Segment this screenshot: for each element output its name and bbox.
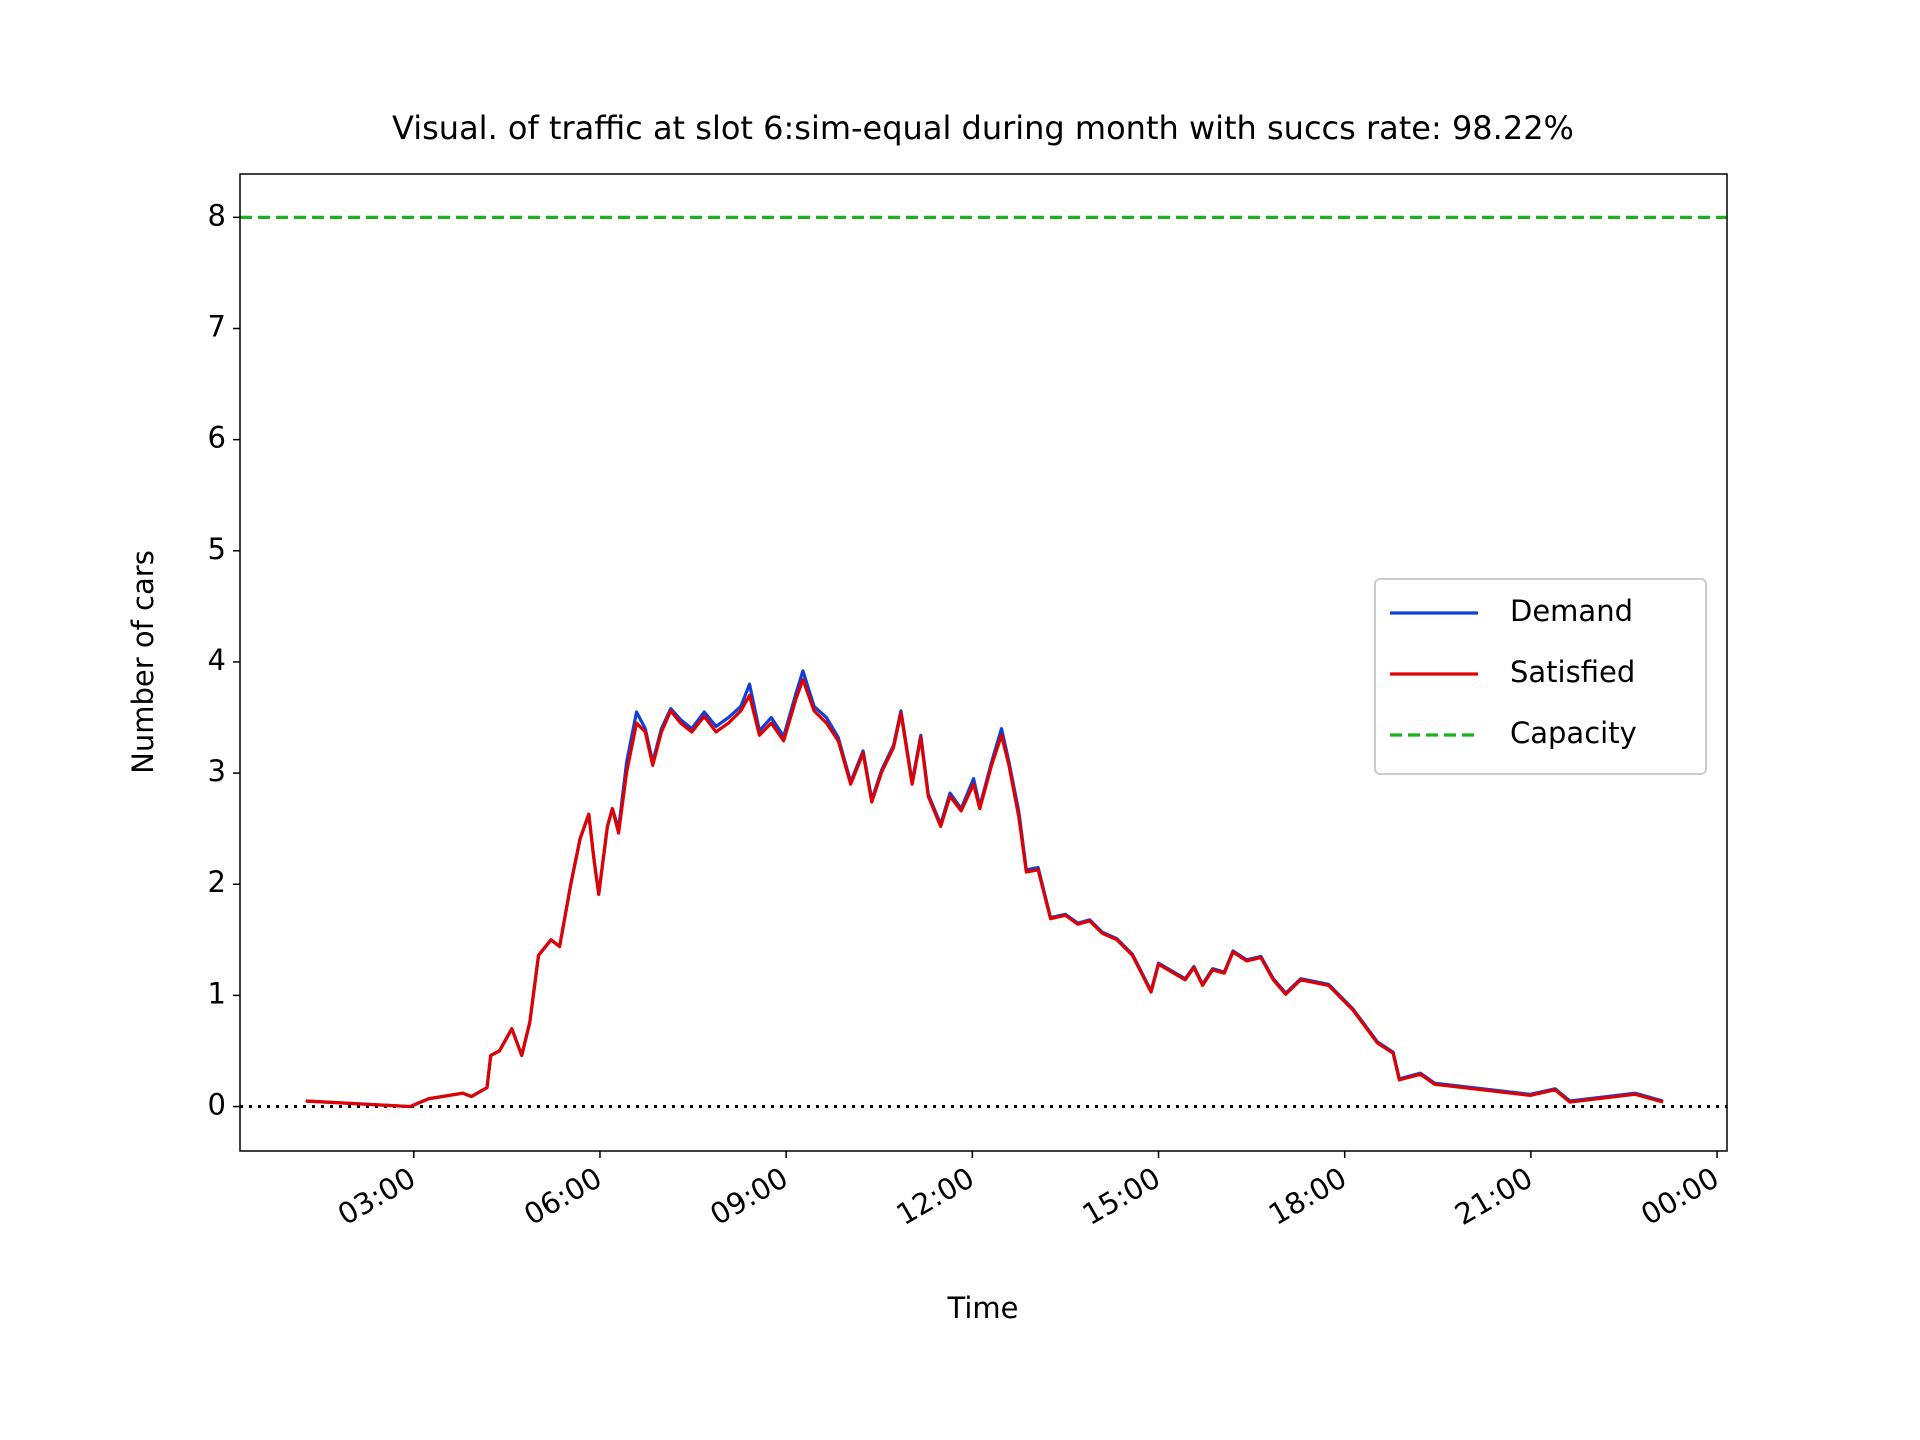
- legend-label: Capacity: [1510, 716, 1637, 750]
- y-tick-label: 7: [208, 309, 226, 343]
- y-tick-label: 4: [208, 643, 226, 677]
- y-tick-label: 3: [208, 754, 226, 788]
- chart-title: Visual. of traffic at slot 6:sim-equal d…: [392, 109, 1574, 147]
- y-tick-label: 2: [208, 865, 226, 899]
- y-tick-label: 6: [208, 421, 226, 455]
- y-tick-label: 5: [208, 532, 226, 566]
- plot-frame: [239, 173, 1728, 1152]
- data-line: [305, 678, 1664, 1109]
- legend-label: Satisfied: [1510, 655, 1635, 689]
- y-tick-label: 1: [208, 976, 226, 1010]
- y-tick-label: 8: [208, 198, 226, 232]
- legend-label: Demand: [1510, 594, 1633, 628]
- x-axis-label: Time: [947, 1291, 1019, 1325]
- y-tick-label: 0: [208, 1088, 226, 1122]
- y-axis-label: Number of cars: [126, 550, 160, 774]
- legend-box: [1374, 578, 1707, 775]
